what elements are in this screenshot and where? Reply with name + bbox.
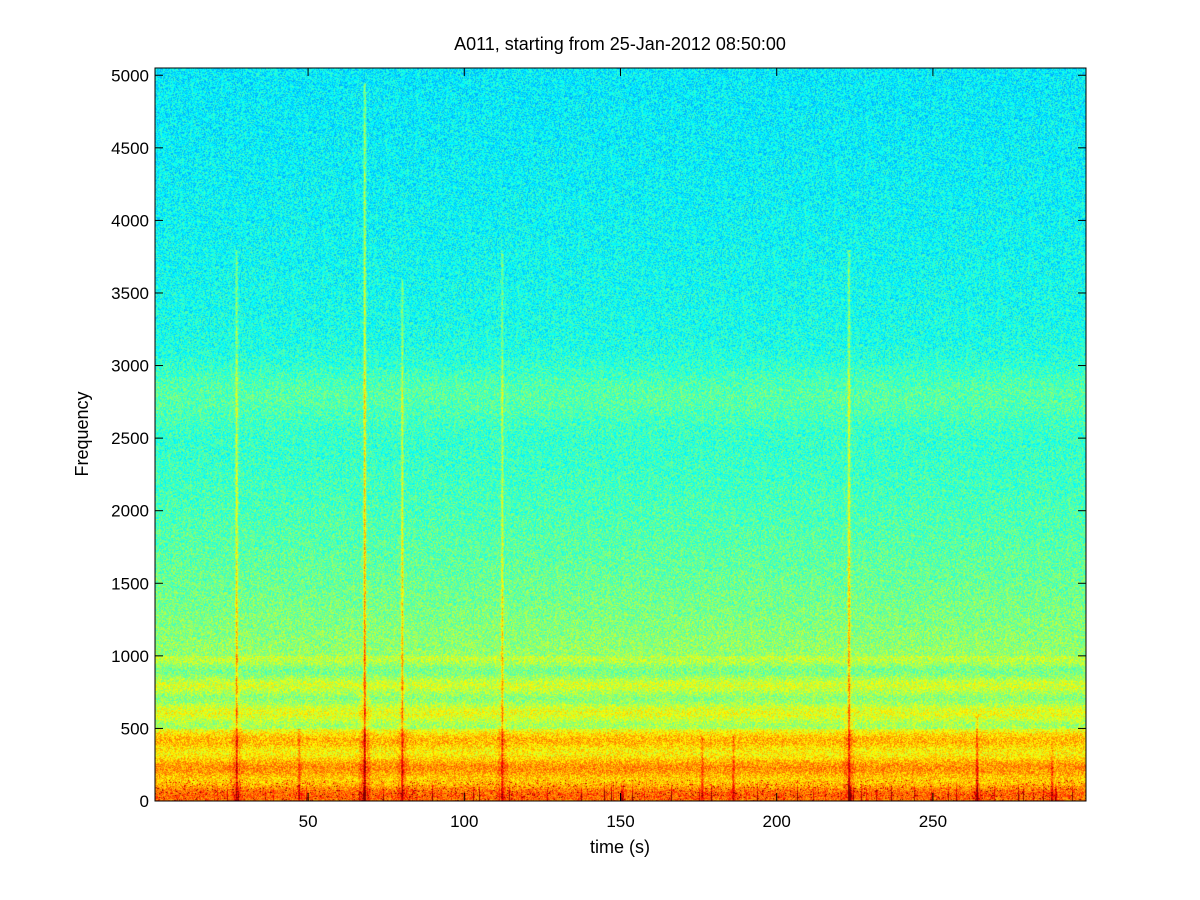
x-axis-ticks: 50 100 150 200 250 [299, 68, 947, 831]
x-axis-label: time (s) [590, 837, 650, 857]
plot-area: 50 100 150 200 250 0 500 1000 1500 2000 2500 3000 3… [111, 66, 1087, 831]
y-tick-label: 2000 [111, 502, 149, 521]
y-tick-label: 4000 [111, 211, 149, 230]
y-tick-label: 3500 [111, 284, 149, 303]
chart-title: A011, starting from 25-Jan-2012 08:50:00 [454, 34, 786, 54]
x-tick-label: 100 [450, 812, 478, 831]
y-tick-label: 1000 [111, 647, 149, 666]
x-tick-label: 50 [299, 812, 318, 831]
x-tick-label: 200 [763, 812, 791, 831]
y-tick-label: 0 [140, 792, 149, 811]
y-tick-label: 1500 [111, 574, 149, 593]
y-tick-label: 5000 [111, 66, 149, 85]
spectrogram-image [155, 68, 1086, 801]
y-tick-label: 4500 [111, 139, 149, 158]
y-axis-label: Frequency [72, 391, 92, 476]
y-axis-ticks: 0 500 1000 1500 2000 2500 3000 3500 4000 4500 5000 [111, 66, 1086, 811]
x-tick-label: 250 [919, 812, 947, 831]
y-tick-label: 2500 [111, 429, 149, 448]
x-tick-label: 150 [606, 812, 634, 831]
y-tick-label: 3000 [111, 357, 149, 376]
y-tick-label: 500 [121, 719, 149, 738]
